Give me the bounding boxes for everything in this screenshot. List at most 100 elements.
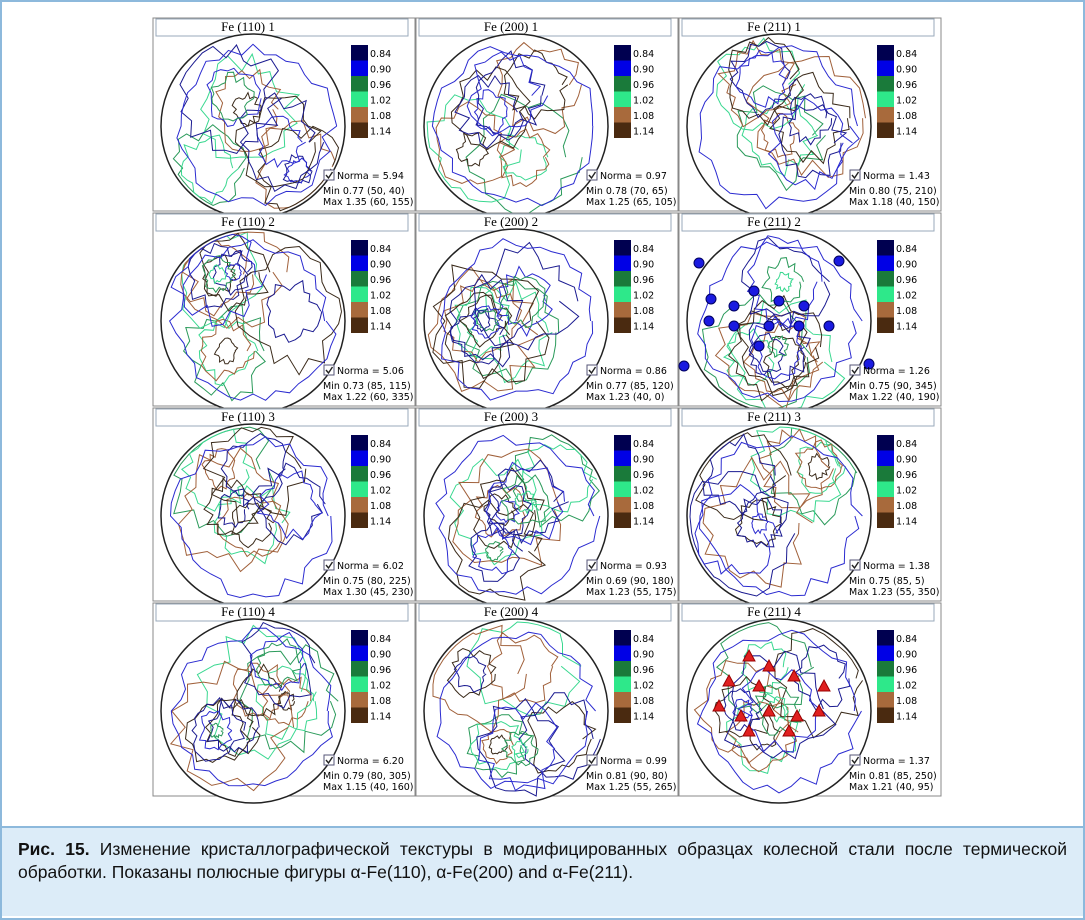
marker-triangle [752, 678, 766, 692]
legend-label: 1.02 [370, 291, 391, 302]
legend-label: 0.84 [896, 634, 917, 645]
contour [213, 337, 239, 365]
min-value: Min 0.77 (85, 120) [586, 381, 674, 392]
contour [702, 456, 813, 588]
norma: Norma = 0.86 [600, 366, 667, 377]
legend-swatch [614, 692, 631, 708]
contour [231, 91, 262, 128]
marker-dot [753, 340, 765, 352]
contour [698, 435, 863, 597]
legend-label: 1.08 [633, 696, 654, 707]
contour [774, 271, 795, 293]
legend-label: 0.90 [370, 260, 391, 271]
contour [474, 484, 526, 538]
legend-swatch [614, 122, 631, 138]
marker-triangle [742, 648, 756, 662]
legend-label: 1.14 [896, 127, 917, 138]
contour [169, 435, 333, 599]
legend-swatch [877, 630, 894, 646]
legend-swatch [351, 676, 368, 692]
contour [206, 697, 260, 754]
legend-label: 1.14 [370, 712, 391, 723]
marker-dot [823, 320, 835, 332]
legend-swatch [351, 466, 368, 482]
marker-dot [693, 257, 705, 269]
legend-swatch [614, 497, 631, 513]
contour [443, 278, 523, 364]
contour [486, 632, 559, 704]
marker-dot [833, 255, 845, 267]
pole-figure-panel: Fe (211) 3 0.84 0.90 0.96 1.02 1.08 1.14 Norma … [678, 407, 942, 609]
norma-checkbox [323, 559, 335, 571]
marker-dot [748, 285, 760, 297]
legend-swatch [351, 302, 368, 318]
min-value: Min 0.75 (80, 225) [323, 576, 411, 587]
legend-label: 0.90 [633, 650, 654, 661]
max-value: Max 1.23 (55, 350) [849, 587, 940, 598]
max-value: Max 1.21 (40, 95) [849, 782, 933, 793]
marker-dot [798, 300, 810, 312]
legend-label: 0.84 [896, 439, 917, 450]
marker-triangle [742, 723, 756, 737]
contour [695, 432, 792, 522]
marker-triangle [817, 678, 831, 692]
legend-label: 0.96 [370, 665, 391, 676]
contour [512, 434, 600, 528]
pole-circle [423, 618, 609, 804]
contour [170, 233, 267, 327]
contour [450, 66, 531, 151]
contour [191, 696, 247, 762]
contour [256, 470, 323, 540]
min-value: Min 0.80 (75, 210) [849, 186, 937, 197]
panel-title: Fe (110) 2 [221, 214, 275, 229]
figure: Fe (110) 1 0.84 0.90 0.96 1.02 1.08 1.14 Norma … [152, 17, 942, 804]
check-mark [851, 366, 860, 375]
contour [257, 125, 340, 212]
legend-label: 0.84 [896, 244, 917, 255]
contour [179, 44, 282, 154]
contour [180, 428, 257, 512]
legend-swatch [877, 271, 894, 287]
legend-swatch [877, 692, 894, 708]
contour [200, 52, 301, 159]
legend-swatch [877, 76, 894, 92]
legend-label: 1.14 [633, 322, 654, 333]
marker-triangle [762, 703, 776, 717]
legend-swatch [877, 466, 894, 482]
contour [452, 448, 562, 566]
contour [498, 132, 549, 181]
contour [256, 115, 306, 169]
legend-swatch [351, 497, 368, 513]
legend-swatch [877, 512, 894, 528]
check-mark [851, 561, 860, 570]
min-value: Min 0.73 (85, 115) [323, 381, 411, 392]
pole-circle [423, 33, 609, 219]
contour [495, 499, 520, 524]
legend-label: 0.90 [370, 650, 391, 661]
legend-label: 1.02 [896, 291, 917, 302]
caption: Рис. 15. Изменение кристаллографической … [2, 826, 1083, 916]
legend-swatch [614, 107, 631, 123]
legend-label: 1.08 [370, 696, 391, 707]
legend-label: 1.02 [370, 486, 391, 497]
legend-label: 0.96 [370, 80, 391, 91]
legend-swatch [877, 435, 894, 451]
panel-title: Fe (211) 4 [747, 604, 801, 619]
contour [769, 427, 858, 526]
legend-swatch [877, 122, 894, 138]
legend-label: 0.90 [896, 65, 917, 76]
check-mark [588, 561, 597, 570]
norma: Norma = 0.93 [600, 561, 667, 572]
check-mark [588, 366, 597, 375]
legend-swatch [877, 707, 894, 723]
pole-figure-panel: Fe (110) 4 0.84 0.90 0.96 1.02 1.08 1.14 Norma … [152, 602, 416, 804]
contour [198, 710, 233, 751]
contour [478, 702, 558, 792]
contour [511, 739, 529, 759]
legend-swatch [351, 481, 368, 497]
legend-swatch [877, 45, 894, 61]
contour [198, 315, 259, 387]
contour [220, 433, 287, 508]
contour [177, 447, 289, 573]
